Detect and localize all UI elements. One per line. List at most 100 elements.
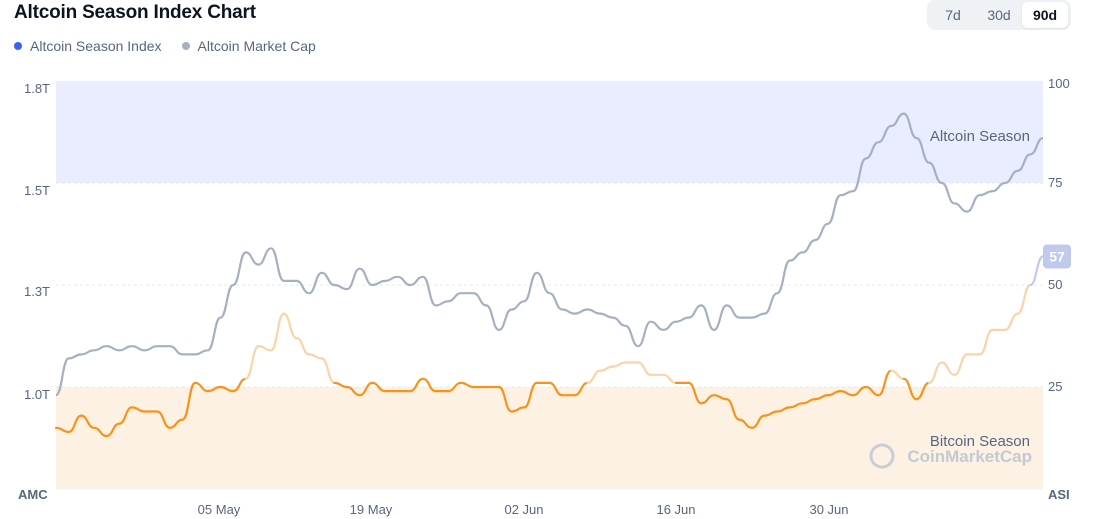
x-axis-tick: 16 Jun	[656, 502, 695, 517]
series-segment-index	[194, 381, 209, 393]
x-axis-tick: 30 Jun	[809, 502, 848, 517]
series-segment-index	[953, 353, 969, 376]
series-segment-index	[257, 345, 273, 352]
series-segment-index	[308, 353, 323, 360]
series-segment-index	[611, 361, 627, 368]
series-segment-index	[168, 418, 184, 429]
series-segment-index	[333, 381, 349, 389]
series-segment-index	[232, 377, 247, 393]
series-segment-index	[814, 394, 829, 401]
series-segment-index	[928, 361, 943, 384]
series-segment-index	[244, 345, 260, 380]
left-axis-tick: 1.5T	[24, 183, 50, 198]
bitcoin-season-label: Bitcoin Season	[930, 433, 1030, 450]
legend-dot-market-cap	[181, 42, 190, 50]
series-segment-index	[864, 385, 880, 397]
series-segment-index	[978, 328, 994, 356]
chart-legend: Altcoin Season Index Altcoin Market Cap	[14, 38, 316, 54]
series-segment-index	[358, 381, 374, 397]
series-segment-index	[1029, 255, 1045, 287]
series-segment-index	[320, 357, 336, 384]
series-segment-index	[915, 381, 931, 401]
series-segment-index	[599, 365, 614, 372]
x-axis-tick: 05 May	[198, 502, 241, 517]
series-segment-index	[788, 402, 804, 409]
series-segment-index	[1003, 312, 1019, 331]
series-segment-index	[105, 422, 121, 438]
series-segment-index	[890, 369, 905, 380]
tab-90d[interactable]: 90d	[1022, 2, 1068, 28]
series-segment-index	[940, 361, 956, 376]
right-axis-label: ASI	[1048, 487, 1070, 502]
series-segment-index	[877, 369, 893, 397]
series-segment-index	[92, 426, 108, 438]
series-segment-index	[181, 381, 197, 421]
left-axis-tick: 1.3T	[24, 284, 50, 299]
series-segment-index	[54, 426, 70, 433]
legend-dot-index	[14, 42, 22, 50]
series-segment-index	[282, 312, 298, 340]
right-axis-tick: 50	[1048, 277, 1062, 292]
series-segment-index	[270, 312, 285, 352]
series-segment-index	[662, 373, 678, 384]
right-axis-tick: 25	[1048, 379, 1062, 394]
series-segment-index	[345, 385, 361, 397]
altcoin-season-label: Altcoin Season	[930, 128, 1030, 145]
current-value-text: 57	[1049, 248, 1065, 264]
series-segment-index	[219, 385, 235, 393]
series-segment-index	[1016, 283, 1032, 315]
x-axis-tick: 19 May	[350, 502, 393, 517]
watermark-text: CoinMarketCap	[907, 447, 1032, 466]
page-title: Altcoin Season Index Chart	[14, 2, 256, 23]
current-value-badge	[1043, 244, 1071, 269]
x-axis-tick: 02 Jun	[504, 502, 543, 517]
series-segment-index	[409, 377, 425, 393]
series-segment-index	[80, 414, 96, 429]
series-segment-index	[801, 398, 817, 405]
legend-label-market-cap: Altcoin Market Cap	[197, 38, 316, 54]
legend-item-index[interactable]: Altcoin Season Index	[14, 38, 162, 54]
range-tabs: 7d 30d 90d	[927, 0, 1071, 30]
left-axis-tick: 1.0T	[24, 387, 50, 402]
series-segment-index	[295, 336, 311, 356]
series-segment-index	[548, 381, 564, 397]
series-segment-index	[750, 414, 766, 429]
series-segment-index	[826, 390, 842, 397]
coinmarketcap-watermark	[869, 443, 895, 469]
legend-item-market-cap[interactable]: Altcoin Market Cap	[181, 38, 316, 54]
series-segment-index	[839, 390, 855, 397]
series-segment-index	[459, 381, 475, 389]
series-segment-index	[637, 361, 652, 376]
series-segment-index	[510, 406, 526, 413]
series-segment-index	[700, 394, 716, 405]
left-axis-label: AMC	[18, 487, 48, 502]
series-segment-index	[421, 377, 437, 393]
series-segment-index	[573, 381, 589, 397]
watermark-logo-icon	[869, 443, 895, 469]
series-segment-index	[447, 381, 462, 393]
legend-label-index: Altcoin Season Index	[30, 38, 162, 54]
series-segment-index	[371, 381, 387, 393]
series-segment-index	[902, 377, 918, 401]
series-segment-index	[586, 369, 602, 384]
series-segment-index	[738, 418, 754, 429]
series-segment-index	[687, 381, 703, 405]
series-segment-index	[776, 406, 791, 413]
series-segment-index	[497, 385, 513, 413]
series-segment-index	[130, 406, 146, 413]
series-line-market-cap	[54, 112, 1044, 397]
series-segment-index	[156, 410, 171, 429]
series-segment-index	[523, 381, 538, 409]
tab-30d[interactable]: 30d	[987, 7, 1011, 23]
series-segment-index	[118, 406, 133, 425]
series-segment-index	[67, 414, 83, 433]
left-axis-tick: 1.8T	[24, 81, 50, 96]
tab-7d[interactable]: 7d	[945, 7, 961, 23]
series-segment-index	[725, 398, 741, 421]
altcoin-season-band	[56, 81, 1043, 183]
series-segment-index	[763, 410, 779, 417]
series-segment-index	[852, 385, 867, 397]
series-segment-index	[206, 385, 222, 393]
bitcoin-season-band	[56, 387, 1043, 489]
